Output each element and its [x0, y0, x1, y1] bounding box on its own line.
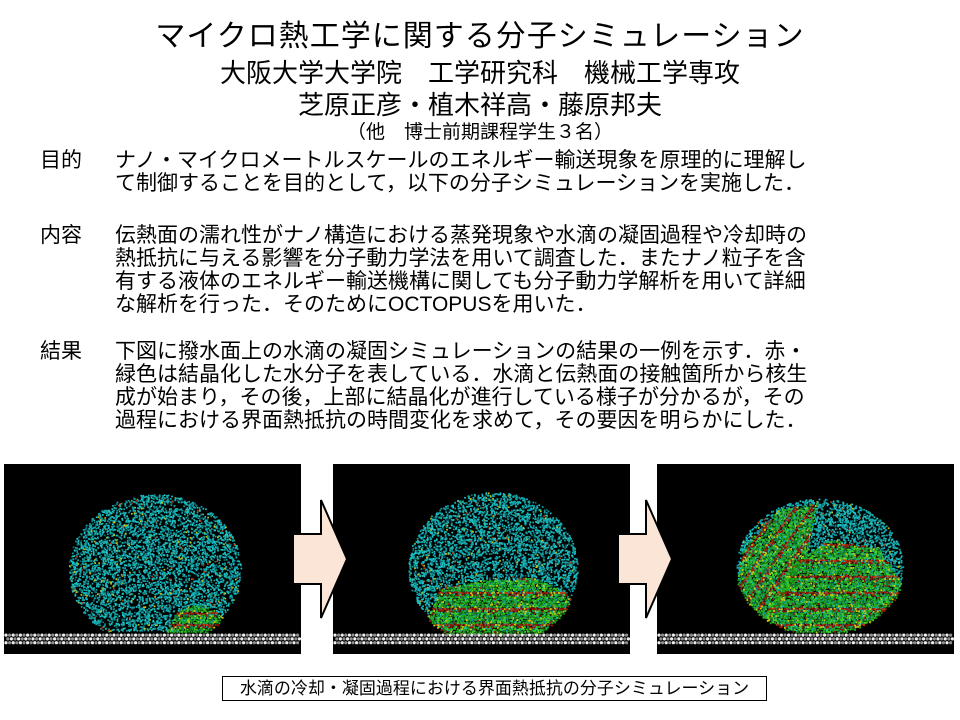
section-content-text: 伝熱面の濡れ性がナノ構造における蒸発現象や水滴の凝固過程や冷却時の 熱抵抗に与え…	[115, 224, 807, 316]
arrow-right-shape	[617, 499, 673, 619]
section-result-text: 下図に撥水面上の水滴の凝固シミュレーションの結果の一例を示す．赤・ 緑色は結晶化…	[115, 340, 808, 432]
page-title: マイクロ熱工学に関する分子シミュレーション	[155, 20, 805, 53]
simulation-panel-2	[333, 464, 630, 654]
section-purpose-label: 目的	[40, 149, 82, 172]
arrow-right-icon	[292, 499, 348, 619]
simulation-panel-1	[4, 464, 301, 654]
simulation-image-3	[657, 464, 954, 654]
simulation-image-2	[333, 464, 630, 654]
section-result-label: 結果	[40, 340, 82, 363]
simulation-panel-3	[657, 464, 954, 654]
figure-caption-box: 水滴の冷却・凝固過程における界面熱抵抗の分子シミュレーション	[222, 676, 767, 701]
section-content-label: 内容	[40, 224, 82, 247]
figure-caption: 水滴の冷却・凝固過程における界面熱抵抗の分子シミュレーション	[239, 679, 750, 698]
affiliation-line: 大阪大学大学院 工学研究科 機械工学専攻	[219, 58, 740, 88]
arrow-right-shape	[292, 499, 348, 619]
authors-line: 芝原正彦・植木祥高・藤原邦夫	[297, 90, 662, 120]
section-purpose-text: ナノ・マイクロメートルスケールのエネルギー輸送現象を原理的に理解し て制御するこ…	[115, 149, 807, 195]
arrow-right-icon	[617, 499, 673, 619]
section-result: 結果 下図に撥水面上の水滴の凝固シミュレーションの結果の一例を示す．赤・ 緑色は…	[40, 340, 918, 432]
section-content: 内容 伝熱面の濡れ性がナノ構造における蒸発現象や水滴の凝固過程や冷却時の 熱抵抗…	[40, 224, 918, 316]
note-line: （他 博士前期課程学生３名）	[346, 122, 613, 143]
section-purpose: 目的 ナノ・マイクロメートルスケールのエネルギー輸送現象を原理的に理解し て制御…	[40, 149, 918, 195]
simulation-image-1	[4, 464, 301, 654]
